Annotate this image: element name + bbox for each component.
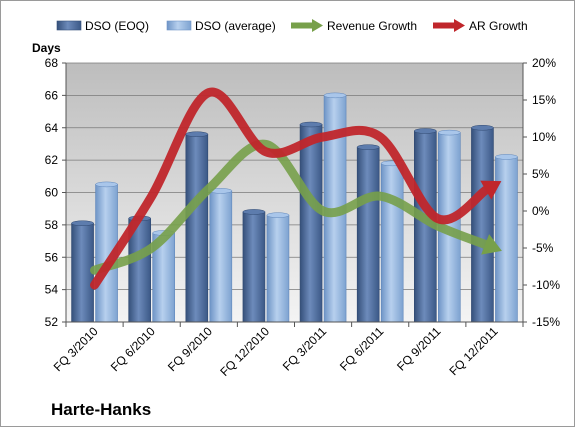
- right-tick-label: 20%: [532, 56, 556, 70]
- legend-item-dso-eoq: DSO (EOQ): [57, 19, 149, 33]
- bar-dso-eoq: [471, 128, 493, 322]
- legend-arrow-ar-growth: [454, 19, 465, 32]
- x-tick-label: FQ 9/2011: [394, 324, 444, 374]
- right-tick-label: 15%: [532, 93, 556, 107]
- x-tick-label: FQ 3/2010: [51, 324, 101, 374]
- left-axis-title: Days: [32, 41, 61, 55]
- bar-cap: [96, 182, 118, 187]
- bar-dso-eoq: [186, 134, 208, 322]
- legend-label-ar-growth: AR Growth: [469, 19, 528, 33]
- left-tick-label: 54: [45, 283, 59, 297]
- x-tick-label: FQ 6/2011: [337, 324, 387, 374]
- right-tick-label: -5%: [532, 241, 554, 255]
- x-tick-label: FQ 12/2010: [217, 324, 272, 379]
- bar-cap: [357, 145, 379, 150]
- bar-dso-eoq: [243, 212, 265, 322]
- left-tick-label: 64: [45, 121, 59, 135]
- company-name: Harte-Hanks: [51, 400, 151, 419]
- bar-dso-eoq: [300, 125, 322, 322]
- right-tick-label: -15%: [532, 315, 560, 329]
- legend-item-revenue-growth: Revenue Growth: [291, 19, 417, 33]
- bar-dso-average: [381, 163, 403, 322]
- legend-label-dso-average: DSO (average): [195, 19, 276, 33]
- bar-dso-eoq: [357, 147, 379, 322]
- x-tick-label: FQ 9/2010: [165, 324, 215, 374]
- left-tick-label: 56: [45, 250, 59, 264]
- bar-cap: [495, 154, 517, 159]
- x-tick-label: FQ 12/2011: [446, 324, 500, 378]
- bar-dso-eoq: [72, 223, 94, 322]
- bar-cap: [267, 213, 289, 218]
- left-tick-label: 60: [45, 186, 59, 200]
- bar-dso-average: [267, 215, 289, 322]
- legend-swatch-dso-eoq: [57, 21, 81, 30]
- legend: DSO (EOQ) DSO (average) Revenue Growth A…: [57, 19, 528, 33]
- x-tick-label: FQ 6/2010: [108, 324, 158, 374]
- legend-label-dso-eoq: DSO (EOQ): [85, 19, 149, 33]
- right-axis-ticks: -15% -10% -5% 0% 5% 10% 15% 20%: [523, 56, 560, 329]
- legend-arrow-revenue-growth: [312, 19, 323, 32]
- right-tick-label: 10%: [532, 130, 556, 144]
- right-tick-label: 5%: [532, 167, 550, 181]
- bar-cap: [414, 128, 436, 133]
- bar-cap: [300, 122, 322, 127]
- legend-label-revenue-growth: Revenue Growth: [327, 19, 417, 33]
- bar-dso-average: [210, 191, 232, 322]
- bar-cap: [72, 221, 94, 226]
- left-tick-label: 66: [45, 88, 59, 102]
- left-axis-ticks: 52 54 56 58 60 62 64 66 68: [45, 56, 66, 329]
- left-tick-label: 58: [45, 218, 59, 232]
- right-tick-label: -10%: [532, 278, 560, 292]
- bar-cap: [438, 130, 460, 135]
- left-tick-label: 68: [45, 56, 59, 70]
- left-tick-label: 52: [45, 315, 59, 329]
- bar-cap: [471, 125, 493, 130]
- bar-cap: [324, 93, 346, 98]
- bar-cap: [186, 132, 208, 137]
- right-tick-label: 0%: [532, 204, 550, 218]
- legend-item-ar-growth: AR Growth: [433, 19, 528, 33]
- left-tick-label: 62: [45, 153, 59, 167]
- x-tick-label: FQ 3/2011: [280, 324, 330, 374]
- legend-swatch-dso-average: [167, 21, 191, 30]
- bar-cap: [243, 209, 265, 214]
- legend-item-dso-average: DSO (average): [167, 19, 276, 33]
